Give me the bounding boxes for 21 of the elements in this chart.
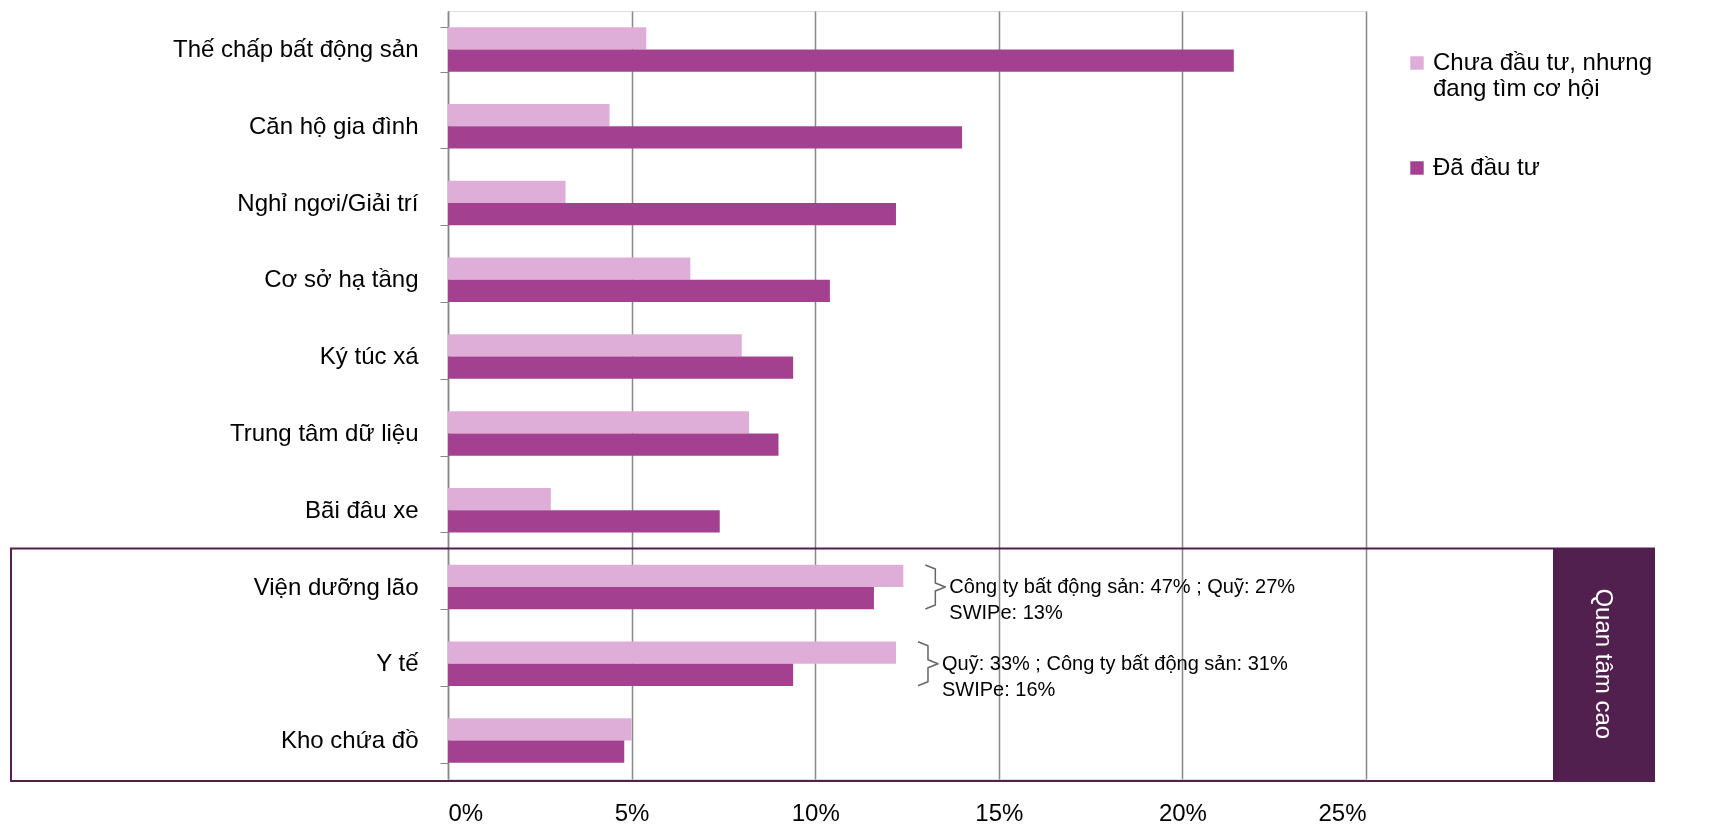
x-tick-label: 10%	[791, 798, 840, 826]
y-tick-label: Cơ sở hạ tầng	[264, 265, 419, 293]
legend-label: Chưa đầu tư, nhưng đang tìm cơ hội	[1433, 48, 1652, 101]
y-tick-label: Ký túc xá	[319, 342, 420, 370]
x-tick-label: 15%	[975, 798, 1024, 826]
annotation: Công ty bất động sản: 47% ; Quỹ: 27% SWIPe: 13%	[949, 575, 1296, 623]
y-tick-label: Bãi đâu xe	[305, 495, 419, 523]
x-tick-label: 5%	[614, 798, 650, 826]
y-tick-label: Y tế	[376, 649, 420, 677]
x-tick-label: 25%	[1318, 798, 1367, 826]
annotation: Quỹ: 33% ; Công ty bất động sản: 31% SWIPe: 16%	[941, 651, 1288, 700]
y-tick-label: Căn hộ gia đình	[249, 111, 419, 139]
y-tick-label: Nghỉ ngơi/Giải trí	[237, 188, 419, 216]
y-tick-label: Trung tâm dữ liệu	[229, 418, 419, 446]
y-tick-label: Viện dưỡng lão	[253, 572, 419, 600]
y-tick-label: Thế chấp bất động sản	[172, 34, 419, 62]
x-tick-label: 20%	[1158, 798, 1207, 826]
y-tick-label: Kho chứa đồ	[281, 726, 419, 754]
x-tick-label: 0%	[448, 798, 484, 826]
text: Quan tâm cao	[1591, 588, 1618, 740]
legend-label: Đã đầu tư	[1433, 153, 1540, 180]
